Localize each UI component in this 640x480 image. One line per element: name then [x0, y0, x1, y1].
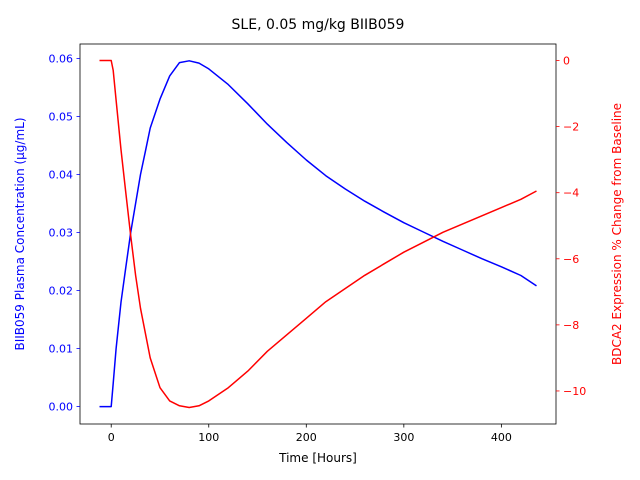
left-y-tick-label: 0.02	[49, 285, 74, 298]
left-y-tick-label: 0.01	[49, 343, 74, 356]
right-y-tick-label: −2	[563, 121, 579, 134]
left-y-tick-label: 0.06	[49, 53, 74, 66]
x-tick-label: 300	[393, 431, 414, 444]
left-y-axis-label: BIIB059 Plasma Concentration (µg/mL)	[13, 117, 27, 350]
x-tick-label: 200	[296, 431, 317, 444]
chart-title: SLE, 0.05 mg/kg BIIB059	[232, 17, 405, 33]
right-y-tick-label: −8	[563, 319, 579, 332]
right-y-axis-label: BDCA2 Expression % Change from Baseline	[610, 103, 624, 365]
right-y-tick-label: −10	[563, 385, 586, 398]
plot-frame	[79, 43, 557, 425]
series-layer	[99, 59, 537, 409]
x-tick-label: 400	[491, 431, 512, 444]
right-y-tick-label: 0	[563, 55, 570, 68]
left-y-tick-label: 0.05	[49, 111, 74, 124]
left-y-tick-label: 0.03	[49, 227, 74, 240]
axes-layer: 0 100 200 300 400 0.00 0.01 0.02 0.03 0.04 0.05 0.0…	[49, 43, 586, 444]
x-axis-label: Time [Hours]	[278, 451, 357, 465]
right-y-tick-label: −6	[563, 253, 579, 266]
x-tick-label: 100	[198, 431, 219, 444]
right-y-tick-label: −4	[563, 187, 579, 200]
expression-change-series-line	[99, 59, 537, 409]
x-tick-label: 0	[108, 431, 115, 444]
left-y-tick-label: 0.00	[49, 401, 74, 414]
left-y-tick-label: 0.04	[49, 169, 74, 182]
